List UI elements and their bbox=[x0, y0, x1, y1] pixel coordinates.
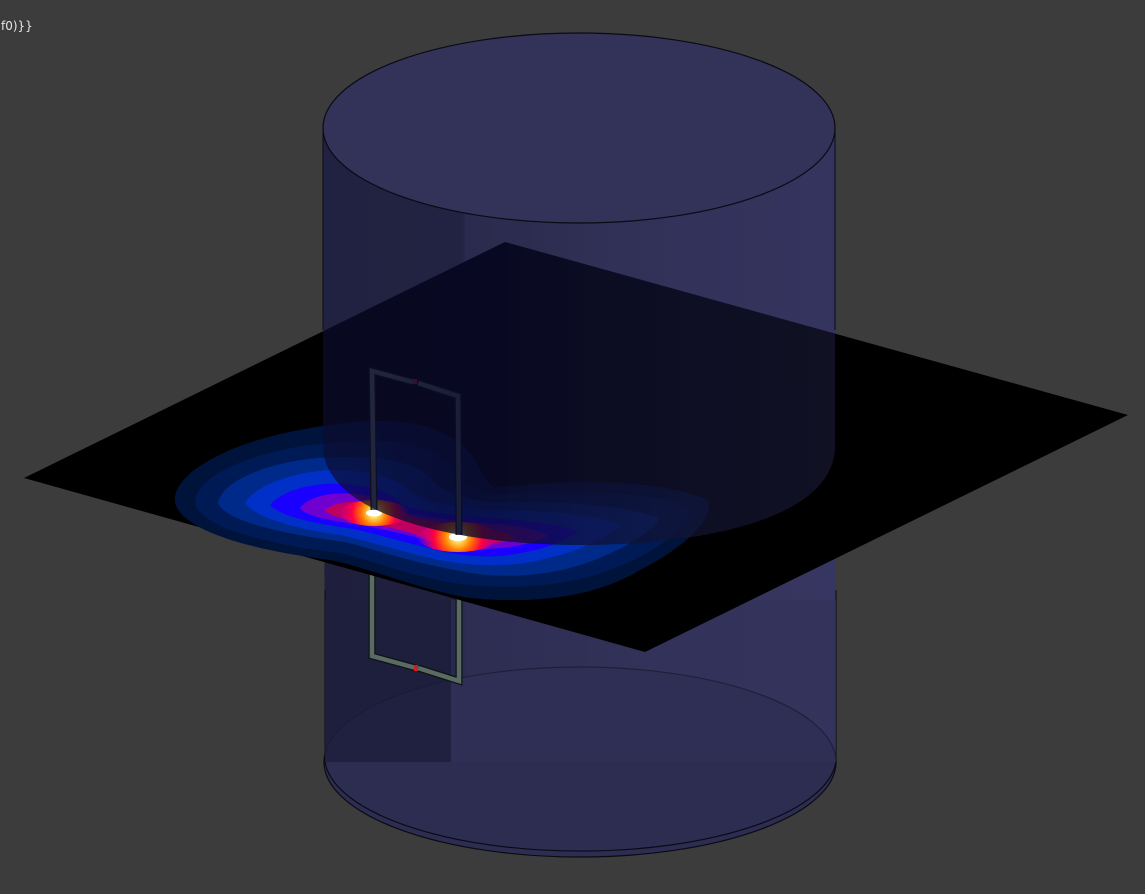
viewport-overlay-text: f0)}} bbox=[1, 19, 33, 33]
cylinder-top-cap bbox=[322, 32, 836, 224]
cylinder-upper-shell bbox=[322, 128, 836, 545]
coil-lower bbox=[368, 575, 463, 686]
port-lower-marker bbox=[414, 665, 418, 671]
